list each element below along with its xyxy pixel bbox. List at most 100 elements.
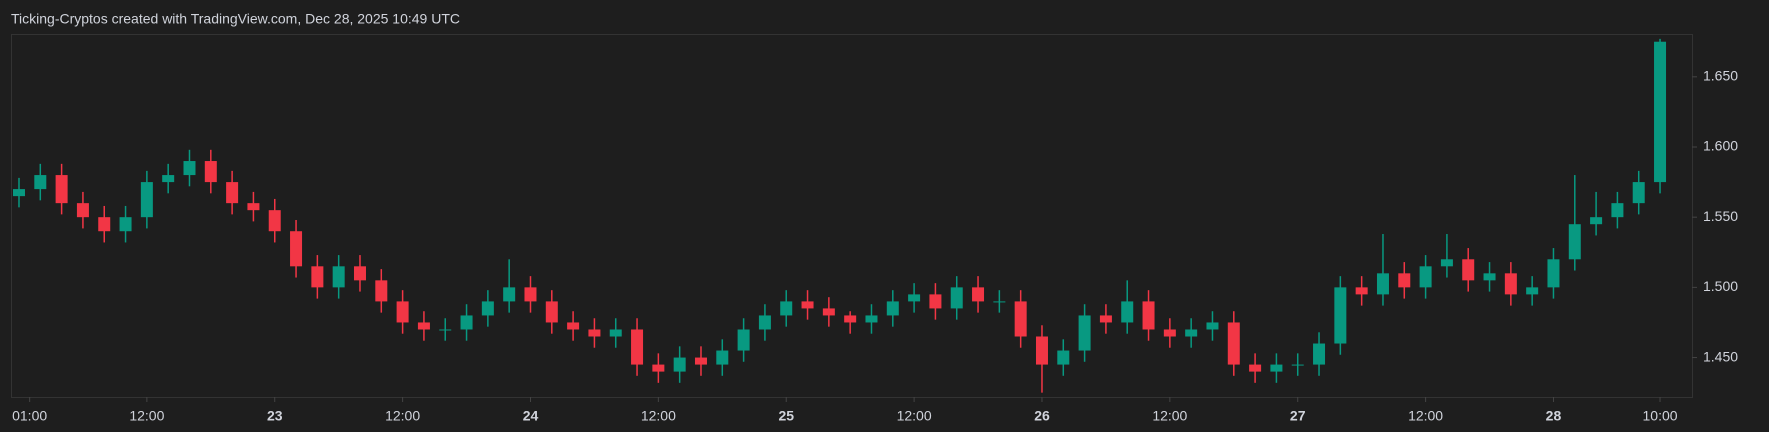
candle-body [524, 287, 537, 302]
candle-body [1654, 41, 1667, 183]
candle-body [204, 161, 217, 183]
candle-body [503, 287, 516, 302]
candle-body [588, 329, 601, 337]
x-tick-label: 27 [1290, 408, 1306, 424]
candle-body [247, 203, 260, 211]
candle-body [1185, 329, 1198, 337]
candle-body [12, 189, 25, 197]
candle-body [1590, 217, 1603, 225]
candle-body [226, 182, 239, 204]
candle-body [353, 266, 366, 281]
candle-body [694, 357, 707, 365]
candle-body [1227, 322, 1240, 365]
candle-body [1568, 224, 1581, 260]
x-tick-label: 23 [267, 408, 283, 424]
candle-body [1142, 301, 1155, 330]
candle-body [631, 329, 644, 365]
candle-body [1462, 259, 1475, 281]
candle-body [332, 266, 345, 288]
candle-body [1526, 287, 1539, 295]
candle-body [652, 364, 665, 372]
candle-body [609, 329, 622, 337]
x-tick-label: 12:00 [1152, 408, 1187, 424]
candle-body [865, 315, 878, 323]
candle-body [1057, 350, 1070, 365]
candle-body [1313, 343, 1326, 365]
candle-body [844, 315, 857, 323]
x-tick-label: 25 [778, 408, 794, 424]
y-tick-label: 1.450 [1703, 348, 1738, 364]
candle-body [1078, 315, 1091, 351]
candle-body [1291, 364, 1304, 366]
x-tick-label: 10:00 [1643, 408, 1678, 424]
candle-body [1547, 259, 1560, 288]
x-tick-label: 28 [1546, 408, 1562, 424]
candle-body [1632, 182, 1645, 204]
chart-title: Ticking-Cryptos created with TradingView… [11, 11, 460, 27]
candle-body [1611, 203, 1624, 218]
candle-body [929, 294, 942, 309]
candle-body [1376, 273, 1389, 295]
candle-body [162, 175, 175, 183]
candle-body [1121, 301, 1134, 323]
candle-body [1334, 287, 1347, 344]
candle-body [801, 301, 814, 309]
x-tick-label: 01:00 [12, 408, 47, 424]
candle-body [1099, 315, 1112, 323]
candle-body [1440, 259, 1453, 267]
candle-body [886, 301, 899, 316]
y-tick-label: 1.550 [1703, 208, 1738, 224]
candle-body [119, 217, 132, 232]
candle-body [460, 315, 473, 330]
candle-body [268, 210, 281, 232]
candle-body [140, 182, 153, 218]
x-tick-label: 12:00 [385, 408, 420, 424]
candle-body [396, 301, 409, 323]
candle-body [673, 357, 686, 372]
candle-body [908, 294, 921, 302]
candle-body [34, 175, 47, 190]
candle-body [950, 287, 963, 309]
candle-body [1398, 273, 1411, 288]
candle-body [98, 217, 111, 232]
y-tick-label: 1.500 [1703, 278, 1738, 294]
candle-body [76, 203, 89, 218]
candle-body [1504, 273, 1517, 295]
candle-body [1355, 287, 1368, 295]
candle-body [1249, 364, 1262, 372]
candle-body [780, 301, 793, 316]
candle-body [1270, 364, 1283, 372]
candle-body [55, 175, 68, 204]
candle-body [993, 301, 1006, 303]
candle-body [290, 231, 303, 267]
plot-frame [11, 34, 1693, 398]
candle-body [567, 322, 580, 330]
candle-body [1419, 266, 1432, 288]
candle-body [481, 301, 494, 316]
candle-body [375, 280, 388, 302]
x-tick-label: 12:00 [1408, 408, 1443, 424]
candle-body [822, 308, 835, 316]
candle-body [1206, 322, 1219, 330]
candle-body [439, 329, 452, 331]
candle-body [758, 315, 771, 330]
candle-body [1163, 329, 1176, 337]
x-tick-label: 12:00 [641, 408, 676, 424]
candle-body [1035, 336, 1048, 365]
x-tick-label: 26 [1034, 408, 1050, 424]
candle-body [545, 301, 558, 323]
x-tick-label: 12:00 [897, 408, 932, 424]
x-tick-label: 12:00 [129, 408, 164, 424]
candle-body [311, 266, 324, 288]
candle-body [417, 322, 430, 330]
candle-body [737, 329, 750, 351]
x-tick-label: 24 [523, 408, 539, 424]
candle-body [972, 287, 985, 302]
candle-body [1014, 301, 1027, 337]
candle-body [1483, 273, 1496, 281]
candle-body [183, 161, 196, 176]
y-tick-label: 1.600 [1703, 138, 1738, 154]
y-tick-label: 1.650 [1703, 68, 1738, 84]
candle-body [716, 350, 729, 365]
